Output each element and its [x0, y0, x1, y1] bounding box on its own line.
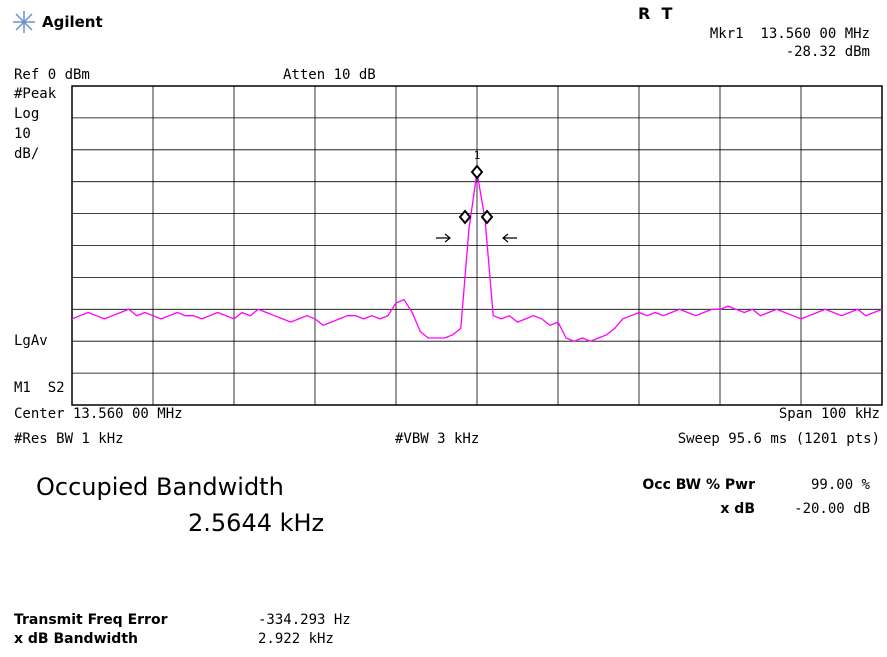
rbw: #Res BW 1 kHz	[14, 431, 124, 447]
scale-unit: dB/	[14, 146, 40, 162]
vbw: #VBW 3 kHz	[395, 431, 480, 447]
scale-value: 10	[14, 126, 31, 142]
logo: Agilent	[42, 13, 103, 31]
span: Span 100 kHz	[778, 406, 880, 422]
marker-diamond	[458, 209, 472, 225]
status: R T	[638, 4, 673, 23]
xdb-value: -20.00 dB	[794, 501, 870, 517]
occ-label: Occ BW % Pwr	[642, 477, 755, 493]
freq-error-label: Transmit Freq Error	[14, 612, 168, 628]
marker-readout: Mkr1 13.560 00 MHz	[709, 26, 870, 42]
average: LgAv	[14, 333, 48, 349]
detector: #Peak	[14, 86, 57, 102]
arrows	[436, 233, 517, 243]
center-freq: Center 13.560 00 MHz	[14, 406, 183, 422]
xdb-bw-value: 2.922 kHz	[258, 631, 334, 647]
marker-level: -28.32 dBm	[785, 44, 870, 60]
occ-value: 99.00 %	[810, 477, 870, 493]
xdb-bw-label: x dB Bandwidth	[14, 631, 138, 647]
logo-icon	[13, 11, 35, 33]
marker-diamond	[470, 164, 484, 180]
xdb-label: x dB	[720, 501, 755, 517]
freq-error-value: -334.293 Hz	[258, 612, 351, 628]
trace-mode: M1 S2	[14, 380, 65, 396]
scale-type: Log	[14, 106, 40, 122]
ref-level: Ref 0 dBm	[14, 67, 90, 83]
result-title: Occupied Bandwidth	[36, 473, 284, 501]
graticule	[72, 86, 882, 405]
marker-number: 1	[474, 149, 481, 162]
sweep: Sweep 95.6 ms (1201 pts)	[677, 431, 880, 447]
markers	[458, 164, 494, 225]
marker-diamond	[480, 209, 494, 225]
result-value: 2.5644 kHz	[188, 509, 325, 537]
attenuation: Atten 10 dB	[283, 67, 376, 83]
